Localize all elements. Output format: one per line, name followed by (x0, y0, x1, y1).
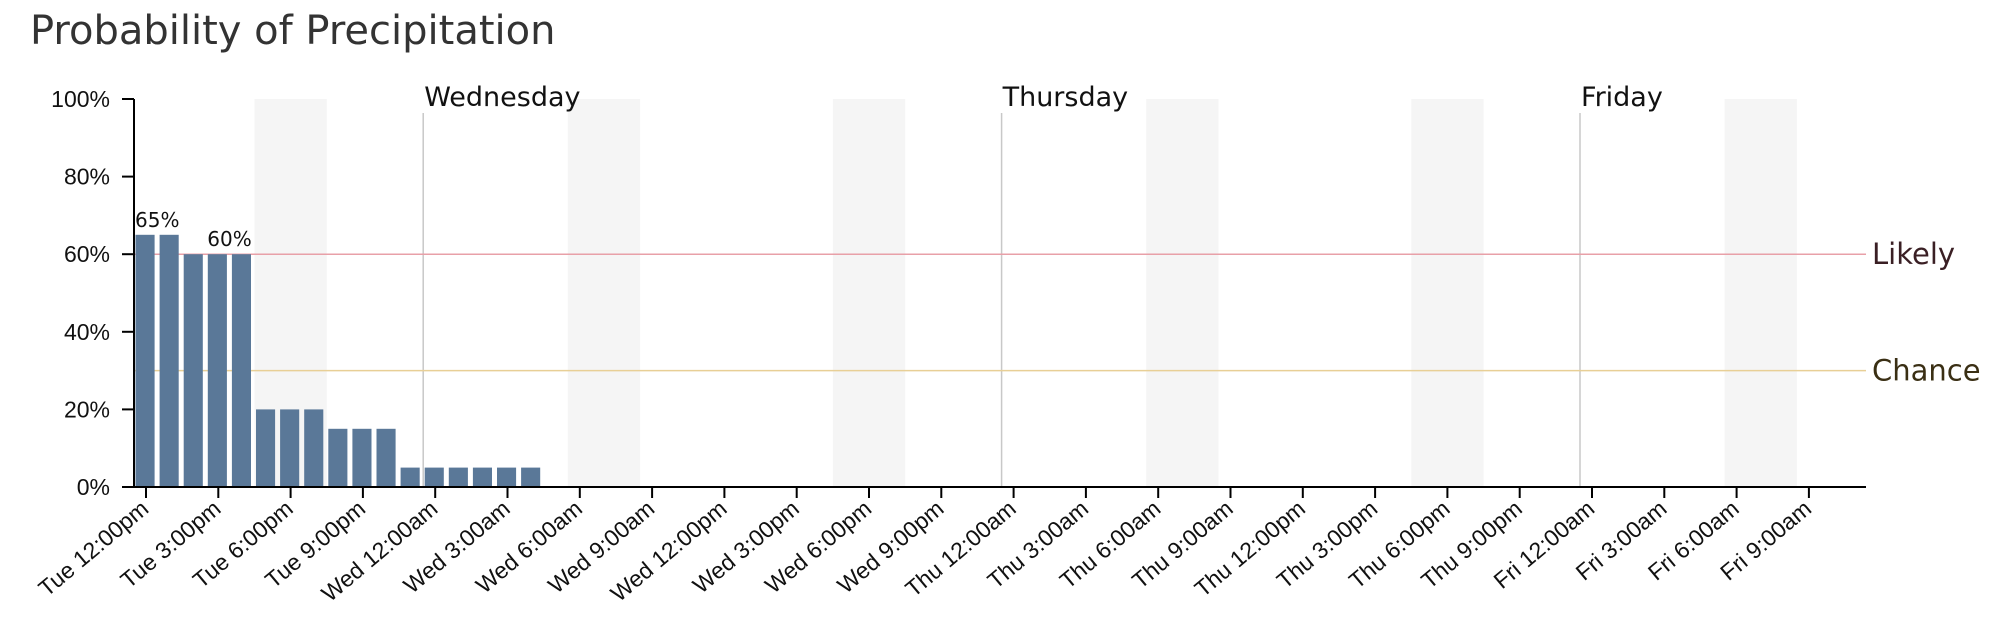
precip-bar (304, 409, 324, 487)
night-band (1724, 99, 1797, 487)
precip-bar (280, 409, 300, 487)
precip-bar (521, 467, 541, 487)
threshold-label: Chance (1872, 354, 1981, 388)
label-layer: 65% 60% (135, 208, 252, 251)
bar-value-label: 60% (207, 227, 251, 251)
precip-bar (231, 254, 251, 487)
precip-bar (424, 467, 444, 487)
precip-bar (472, 467, 492, 487)
day-label: Friday (1581, 82, 1663, 113)
threshold-layer: Likely Chance (134, 237, 1981, 388)
precip-bar (256, 409, 276, 487)
night-band (1411, 99, 1484, 487)
night-band (832, 99, 906, 487)
night-band (567, 99, 641, 487)
precip-bar (207, 254, 227, 487)
precip-bar (183, 254, 203, 487)
y-tick-label: 80% (64, 164, 110, 190)
precip-bar (135, 234, 155, 487)
y-tick-label: 20% (64, 396, 110, 422)
precip-bar (497, 467, 517, 487)
bar-layer (135, 234, 541, 487)
y-tick-label: 60% (64, 241, 110, 267)
chart-title: Probability of Precipitation (30, 8, 556, 54)
day-label: Wednesday (424, 82, 580, 113)
threshold-label: Likely (1872, 237, 1955, 271)
day-label: Thursday (1002, 82, 1129, 113)
precip-bar (376, 428, 396, 487)
precip-bar (448, 467, 468, 487)
y-tick-label: 0% (77, 474, 110, 500)
y-tick-label: 40% (64, 319, 110, 345)
night-band (1146, 99, 1219, 487)
day-divider-layer: Wednesday Thursday Friday (422, 82, 1663, 487)
y-tick-label: 100% (51, 86, 110, 112)
precip-bar (328, 428, 348, 487)
bar-value-label: 65% (135, 208, 179, 232)
precip-bar (352, 428, 372, 487)
precip-bar (400, 467, 420, 487)
precip-bar (159, 234, 179, 487)
night-shading-layer (254, 99, 1797, 487)
